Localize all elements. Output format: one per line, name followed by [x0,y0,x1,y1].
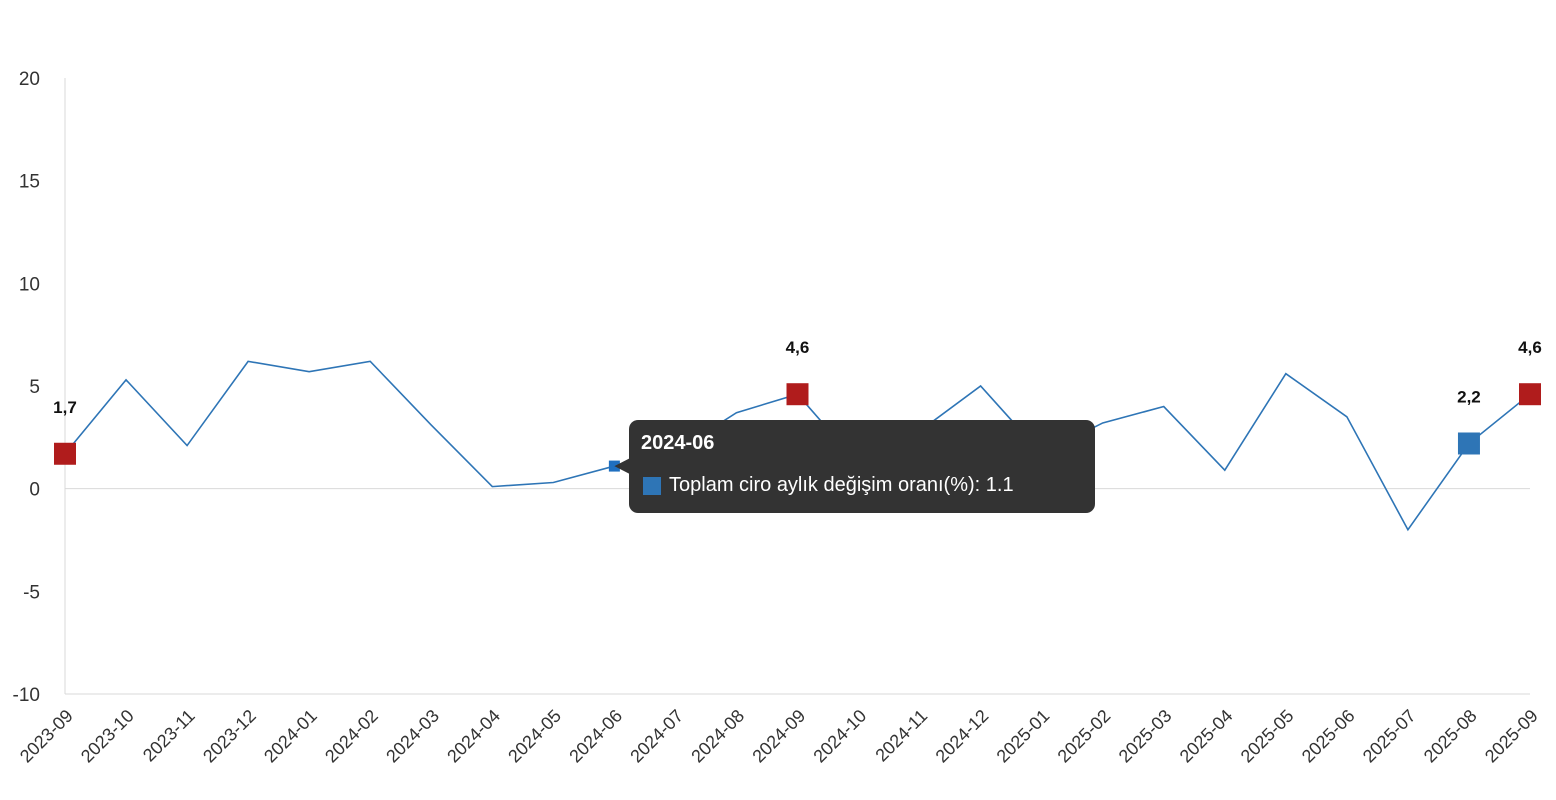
x-tick-label: 2025-07 [1359,706,1420,767]
x-tick-label: 2024-11 [871,706,931,766]
x-tick-label: 2024-10 [809,706,870,767]
data-label: 2,2 [1457,387,1481,406]
y-tick-label: -10 [13,685,40,706]
y-axis-ticks: -10 -5 0 5 10 15 20 [13,69,40,706]
data-labels: 1,7 4,6 2,2 4,6 [53,338,1542,417]
tooltip-row: Toplam ciro aylık değişim oranı(%): 1.1 [643,474,1014,497]
x-tick-label: 2024-02 [321,706,382,767]
x-tick-label: 2025-09 [1481,706,1542,767]
x-tick-label: 2023-10 [77,706,138,767]
y-tick-label: 10 [19,274,40,295]
x-tick-label: 2024-04 [443,706,504,767]
x-tick-label: 2024-07 [626,706,687,767]
x-tick-label: 2024-01 [260,706,321,767]
x-tick-label: 2025-01 [993,706,1054,767]
highlight-marker[interactable] [786,383,809,406]
x-tick-label: 2023-11 [139,706,199,766]
y-tick-label: -5 [23,582,40,603]
x-axis-ticks: 2023-09 2023-10 2023-11 2023-12 2024-01 2024-… [16,706,1542,767]
tooltip-title: 2024-06 [641,432,715,454]
y-tick-label: 15 [19,172,40,193]
x-tick-label: 2024-05 [504,706,565,767]
highlight-marker[interactable] [1519,383,1541,406]
y-tick-label: 0 [29,480,40,501]
tooltip: 2024-06 Toplam ciro aylık değişim oranı(… [629,420,1095,513]
x-tick-label: 2025-04 [1176,706,1237,767]
data-label: 4,6 [1518,338,1542,357]
tooltip-series-swatch [643,476,661,495]
data-label: 1,7 [53,398,77,417]
x-tick-label: 2025-02 [1054,706,1115,767]
x-tick-label: 2024-12 [932,706,993,767]
tooltip-pointer [614,458,630,475]
x-tick-label: 2025-05 [1237,706,1298,767]
y-tick-label: 5 [29,377,40,398]
x-tick-label: 2025-06 [1298,706,1359,767]
x-tick-label: 2023-12 [199,706,260,767]
x-tick-label: 2024-06 [565,706,626,767]
y-tick-label: 20 [19,69,40,90]
x-tick-label: 2023-09 [16,706,77,767]
x-tick-label: 2025-03 [1115,706,1176,767]
tooltip-text: Toplam ciro aylık değişim oranı(%): 1.1 [669,474,1014,496]
markers[interactable] [54,383,1541,475]
highlight-marker[interactable] [1457,432,1480,455]
x-tick-label: 2024-03 [382,706,443,767]
data-label: 4,6 [786,338,810,357]
x-tick-label: 2025-08 [1420,706,1481,767]
highlight-marker[interactable] [54,442,76,465]
x-tick-label: 2024-08 [687,706,748,767]
x-tick-label: 2024-09 [748,706,809,767]
